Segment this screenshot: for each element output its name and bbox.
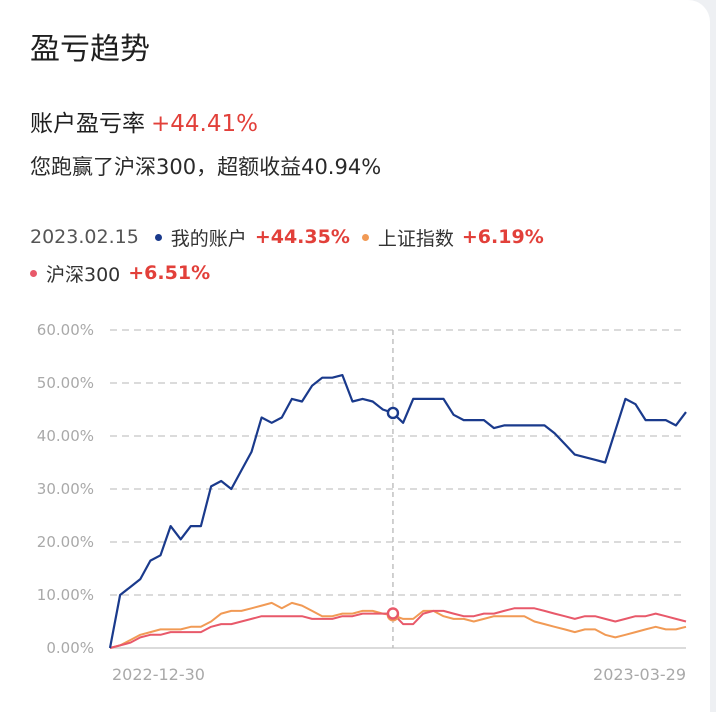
x-tick-label-start: 2022-12-30	[112, 665, 205, 684]
legend-name-shanghai-index: 上证指数	[377, 227, 454, 250]
legend-value-csi300: +6.51%	[128, 262, 211, 284]
legend-value-account: +44.35%	[254, 226, 350, 248]
legend-item-account: 我的账户 +44.35%	[154, 224, 350, 251]
x-tick-label-end: 2023-03-29	[593, 665, 686, 684]
profit-rate-line: 账户盈亏率 +44.41%	[30, 104, 258, 138]
y-tick-label: 60.00%	[37, 321, 94, 339]
series-line-account	[108, 373, 687, 649]
legend-name-csi300: 沪深300	[46, 263, 121, 286]
marker-point-account	[386, 406, 400, 420]
legend-date: 2023.02.15	[30, 226, 139, 248]
legend-dot-account	[154, 233, 162, 241]
chart-legend: 2023.02.15 我的账户 +44.35% 上证指数 +6.19% 沪深30…	[30, 224, 556, 296]
page-title: 盈亏趋势	[30, 32, 150, 67]
excess-return-text: 您跑赢了沪深300，超额收益40.94%	[30, 155, 382, 179]
series-line-csi300	[109, 607, 687, 649]
legend-dot-csi300	[30, 269, 37, 277]
series-line-shanghai-index	[109, 601, 687, 649]
y-tick-label: 10.00%	[37, 586, 94, 604]
profit-rate-label: 账户盈亏率	[30, 111, 145, 137]
y-tick-label: 30.00%	[37, 480, 94, 498]
legend-value-shanghai-index: +6.19%	[461, 226, 544, 248]
y-tick-label: 0.00%	[46, 639, 94, 657]
marker-point-csi300	[386, 607, 400, 620]
y-tick-label: 40.00%	[37, 427, 94, 445]
profit-rate-value: +44.41%	[151, 111, 258, 137]
legend-dot-shanghai-index	[361, 233, 369, 241]
legend-item-csi300: 沪深300 +6.51%	[30, 260, 210, 287]
y-tick-label: 20.00%	[37, 533, 94, 551]
profit-line-chart[interactable]: 60.00% 50.00% 40.00% 30.00% 20.00% 10.00% 0.00…	[0, 300, 716, 712]
y-tick-label: 50.00%	[37, 374, 94, 392]
legend-name-account: 我的账户	[170, 227, 247, 250]
legend-item-shanghai-index: 上证指数 +6.19%	[361, 224, 544, 251]
